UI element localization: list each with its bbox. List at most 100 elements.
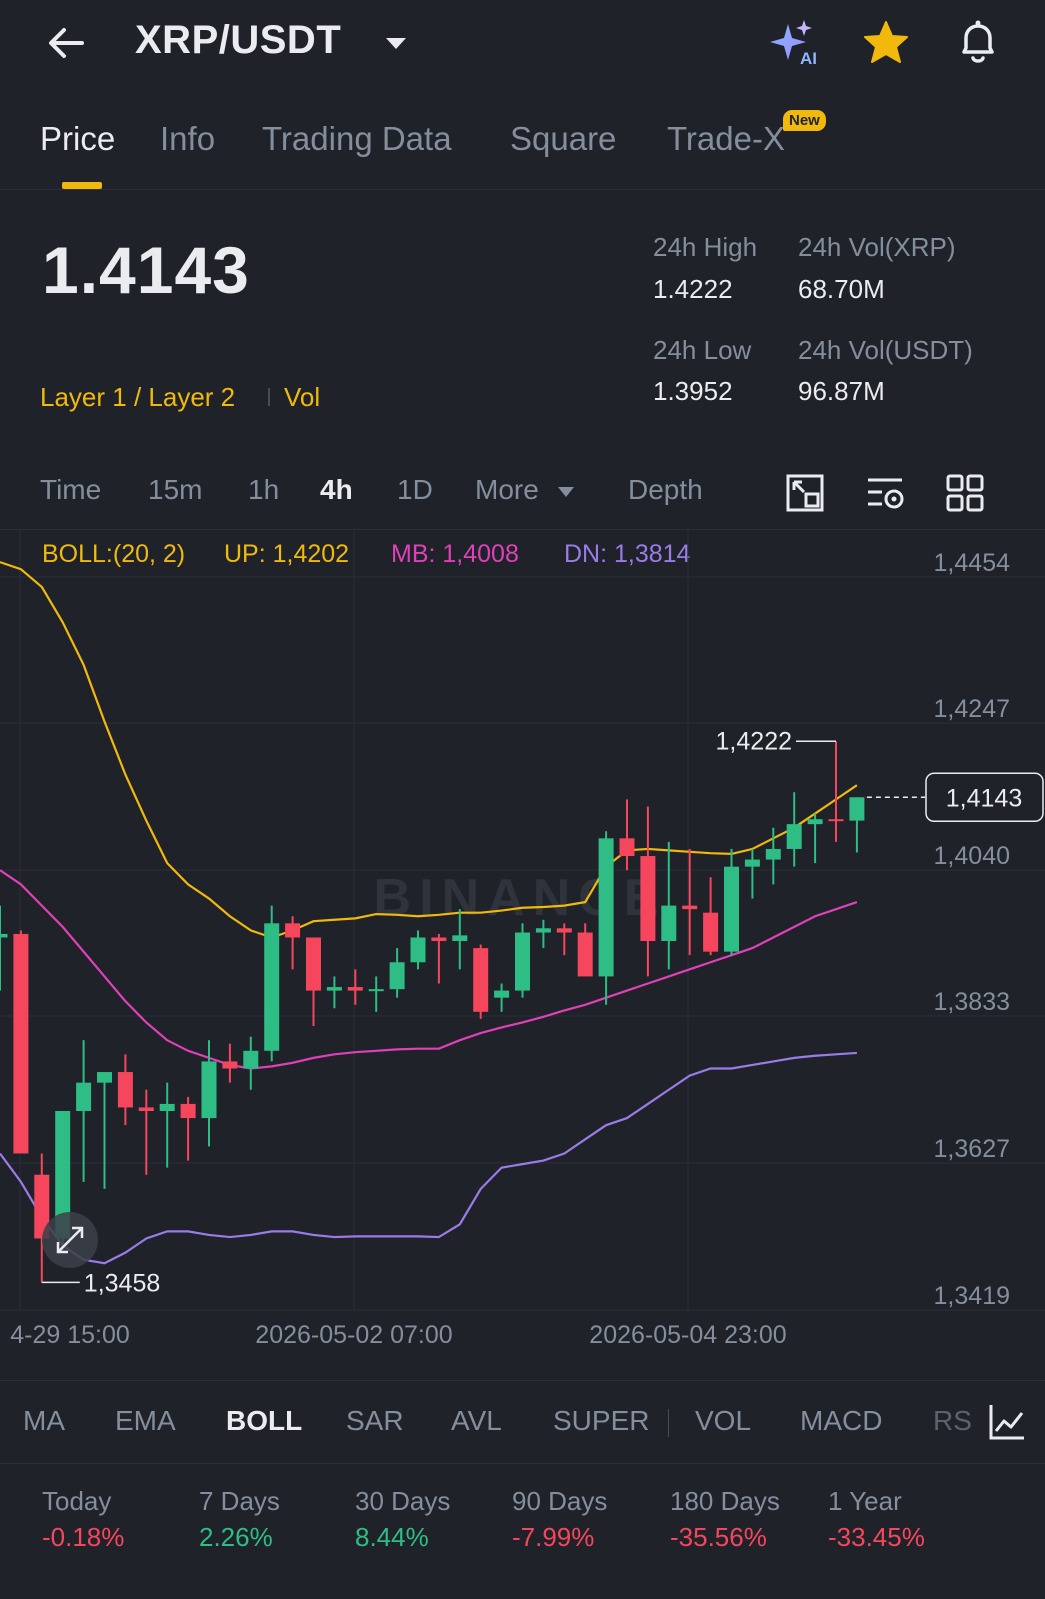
candle-body: [828, 819, 844, 822]
indicator-ma[interactable]: MA: [23, 1405, 65, 1436]
boll-up-value: UP: 1,4202: [224, 540, 350, 568]
timeframe-4h[interactable]: 4h: [320, 474, 353, 505]
page-tabs: Price Info Trading Data Square Trade-X N…: [0, 110, 1045, 190]
ai-sparkle-icon[interactable]: AI: [768, 18, 820, 68]
vol-tag[interactable]: Vol: [284, 382, 321, 412]
candle-body: [598, 838, 614, 977]
candle-body: [76, 1082, 92, 1111]
candle-body: [494, 990, 510, 998]
price-axis-label: 1,4454: [934, 549, 1011, 577]
indicator-ema[interactable]: EMA: [115, 1405, 176, 1436]
indicator-settings-icon[interactable]: [986, 1401, 1028, 1443]
tab-square[interactable]: Square: [510, 120, 617, 157]
high-marker-label: 1,4222: [716, 727, 792, 755]
tab-info[interactable]: Info: [160, 120, 216, 157]
trading-pair-title[interactable]: XRP/USDT: [135, 18, 342, 62]
tag-divider: [268, 388, 270, 406]
candle-body: [13, 933, 29, 1154]
candle-body: [744, 859, 760, 867]
indicator-macd[interactable]: MACD: [800, 1405, 883, 1436]
layout-grid-icon[interactable]: [944, 472, 986, 514]
candle-body: [765, 848, 781, 860]
candle-body: [0, 933, 8, 938]
notification-bell-icon[interactable]: [952, 16, 1004, 68]
timeframe-1d[interactable]: 1D: [397, 474, 433, 505]
candle-body: [368, 989, 384, 992]
new-badge: New: [783, 110, 826, 131]
candle-body: [306, 937, 321, 991]
indicator-bar: MA EMA BOLL SAR AVL SUPER VOL MACD RSI: [0, 1380, 1045, 1464]
candle-body: [473, 948, 489, 1012]
candle-body: [34, 1174, 50, 1239]
candle-body: [452, 935, 468, 942]
category-tag[interactable]: Layer 1 / Layer 2: [40, 382, 236, 412]
boll-mb-value: MB: 1,4008: [391, 540, 519, 568]
candle-body: [515, 932, 530, 991]
timeframe-1h[interactable]: 1h: [248, 474, 280, 505]
candle-body: [682, 905, 698, 910]
fullscreen-chart-icon[interactable]: [784, 472, 826, 514]
timeframe-15m[interactable]: 15m: [148, 474, 203, 505]
indicator-sar[interactable]: SAR: [346, 1405, 404, 1436]
candle-body: [243, 1050, 259, 1069]
tab-price[interactable]: Price: [40, 120, 116, 157]
chart-settings-icon[interactable]: [864, 472, 906, 514]
tab-trade-x[interactable]: Trade-X: [667, 120, 785, 157]
header-bar: XRP/USDT AI: [0, 0, 1045, 88]
candle-body: [347, 987, 363, 991]
candle-body: [159, 1103, 175, 1111]
perf-label-7d: 7 Days: [199, 1486, 280, 1516]
candle-body: [410, 937, 426, 963]
candle-body: [117, 1072, 133, 1108]
more-caret-icon: [558, 487, 574, 497]
candle-body: [703, 912, 719, 952]
candlestick-chart[interactable]: BINANCE 1,4454 1,4247 1,4040 1,3833 1,3627 1,3…: [0, 530, 1045, 1380]
boll-middle-line: [0, 869, 858, 1070]
perf-value-today: -0.18%: [42, 1522, 125, 1552]
timeframe-more[interactable]: More: [475, 474, 539, 505]
perf-label-1y: 1 Year: [828, 1486, 902, 1516]
perf-value-7d: 2.26%: [199, 1522, 273, 1552]
candle-body: [661, 905, 677, 942]
favorite-star-icon[interactable]: [860, 18, 912, 68]
low-24h-value: 1.3952: [653, 376, 733, 406]
candle-body: [556, 928, 572, 933]
indicator-super[interactable]: SUPER: [553, 1405, 650, 1436]
candle-body: [431, 937, 447, 942]
expand-chart-icon[interactable]: [42, 1212, 98, 1268]
time-axis-label: 4-29 15:00: [10, 1321, 130, 1349]
timeframe-bar: Time 15m 1h 4h 1D More Depth: [0, 460, 1045, 530]
candle-body: [807, 819, 823, 825]
indicator-rsi[interactable]: RSI: [933, 1405, 971, 1436]
boll-params: BOLL:(20, 2): [42, 540, 186, 568]
low-24h-label: 24h Low: [653, 335, 752, 365]
indicator-avl[interactable]: AVL: [451, 1405, 502, 1436]
high-24h-value: 1.4222: [653, 274, 733, 304]
timeframe-time[interactable]: Time: [40, 474, 102, 505]
candle-body: [97, 1072, 112, 1083]
time-axis-label: 2026-05-04 23:00: [589, 1321, 786, 1349]
price-axis-label: 1,3419: [934, 1282, 1010, 1310]
candle-body: [786, 824, 802, 849]
candle-body: [264, 923, 280, 1051]
active-tab-indicator: [62, 182, 102, 189]
current-price-box: [925, 772, 1044, 823]
candle-body: [326, 987, 342, 991]
tab-trading-data[interactable]: Trading Data: [262, 120, 452, 157]
candle-body: [619, 838, 635, 857]
indicator-boll[interactable]: BOLL: [226, 1405, 303, 1436]
candle-body: [389, 962, 405, 990]
ai-label: AI: [800, 49, 817, 68]
boll-dn-value: DN: 1,3814: [564, 540, 691, 568]
indicator-vol[interactable]: VOL: [695, 1405, 752, 1436]
candle-body: [535, 928, 551, 933]
candle-body: [724, 866, 739, 952]
pair-dropdown-caret-icon[interactable]: [383, 30, 409, 56]
depth-button[interactable]: Depth: [628, 474, 703, 505]
price-axis-label: 1,4040: [934, 842, 1010, 870]
candle-body: [640, 856, 656, 942]
high-24h-label: 24h High: [653, 232, 758, 262]
candle-body: [55, 1110, 71, 1239]
perf-value-180d: -35.56%: [670, 1522, 767, 1552]
back-arrow-icon[interactable]: [42, 18, 92, 68]
